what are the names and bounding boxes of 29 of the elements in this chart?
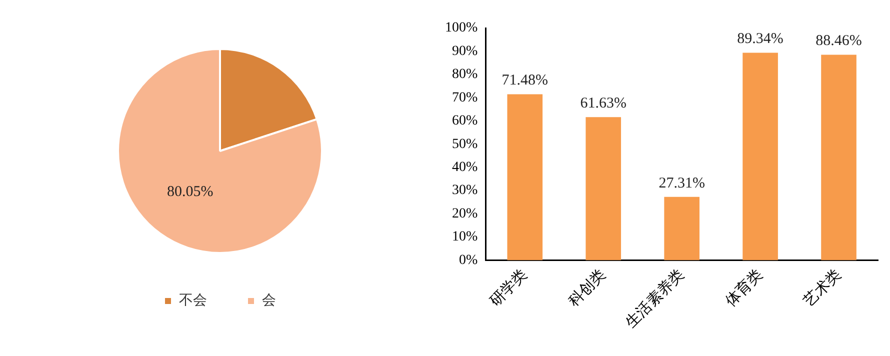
y-tick-label: 70% (452, 90, 478, 106)
x-tick-label: 研学类 (486, 266, 531, 310)
legend-label: 会 (262, 292, 276, 309)
y-tick-label: 20% (452, 206, 478, 222)
data-label: 71.48% (502, 72, 548, 89)
x-tick-label: 艺术类 (800, 266, 844, 310)
bar (586, 117, 622, 260)
data-label: 89.34% (737, 31, 784, 48)
x-tick-label: 体育类 (722, 266, 766, 310)
data-label: 88.46% (816, 33, 862, 50)
y-tick-label: 30% (452, 183, 478, 198)
bar (742, 52, 778, 260)
y-tick-label: 60% (452, 114, 478, 129)
bar (821, 54, 856, 260)
y-tick-label: 100% (444, 20, 478, 36)
bar (507, 94, 543, 260)
bar (664, 196, 700, 260)
y-tick-label: 80% (452, 67, 478, 82)
y-tick-label: 0% (458, 252, 478, 268)
x-tick-label: 科创类 (565, 266, 609, 310)
y-tick-label: 90% (452, 44, 478, 59)
x-tick-label: 生活素养类 (622, 266, 688, 332)
data-label: 61.63% (580, 96, 626, 112)
data-label: 27.31% (658, 175, 705, 192)
y-tick-label: 10% (452, 230, 478, 245)
data-label: 80.05% (166, 184, 214, 200)
legend-label: 不会 (179, 292, 207, 309)
y-tick-label: 50% (452, 136, 478, 152)
y-tick-label: 40% (452, 160, 478, 176)
